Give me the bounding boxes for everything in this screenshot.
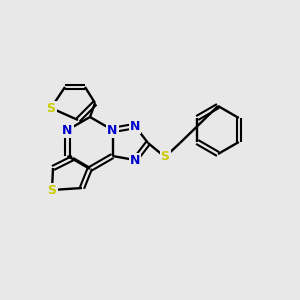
- Text: S: S: [47, 184, 56, 196]
- Text: S: S: [160, 151, 169, 164]
- Text: N: N: [130, 119, 140, 133]
- Text: S: S: [46, 101, 56, 115]
- Text: N: N: [107, 124, 118, 136]
- Text: N: N: [62, 124, 73, 136]
- Text: N: N: [130, 154, 140, 166]
